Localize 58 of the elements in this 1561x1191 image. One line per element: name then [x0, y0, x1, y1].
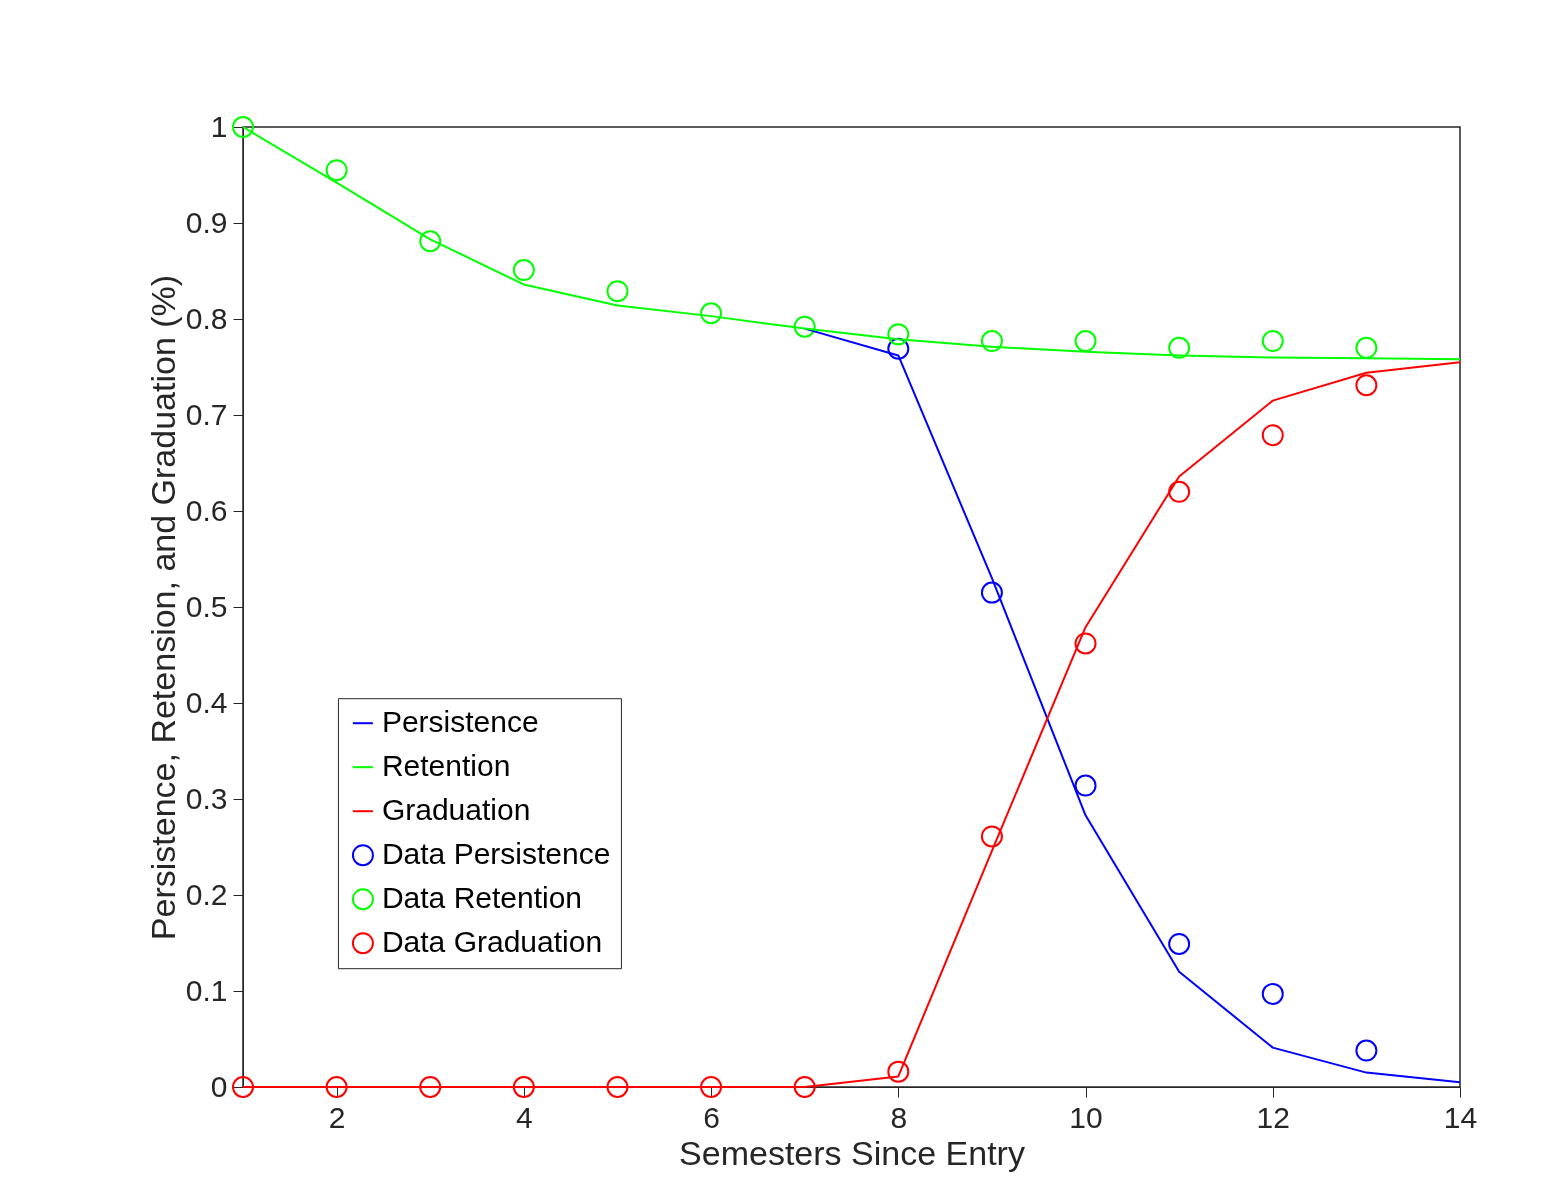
- point: [1074, 632, 1097, 655]
- point: [793, 315, 816, 338]
- point: [1261, 424, 1284, 447]
- point: [887, 323, 910, 346]
- point: [606, 280, 629, 303]
- legend-label: Persistence: [381, 705, 539, 739]
- x-tick-label: 8: [890, 1100, 908, 1134]
- legend-label: Data Persistence: [381, 837, 611, 871]
- y-tick-label: 0.1: [185, 973, 228, 1007]
- point: [980, 581, 1003, 604]
- legend-label: Graduation: [381, 793, 531, 827]
- point: [1355, 336, 1378, 359]
- y-axis-title: Persistence, Retension, and Graduation (%): [143, 274, 182, 941]
- point: [1261, 982, 1284, 1005]
- point: [232, 1076, 254, 1098]
- point: [1074, 774, 1097, 797]
- x-tick-label: 14: [1443, 1100, 1478, 1134]
- point: [606, 1076, 629, 1098]
- point: [793, 1076, 816, 1098]
- point: [232, 116, 254, 138]
- y-tick-label: 1: [210, 109, 228, 143]
- x-tick-label: 10: [1069, 1100, 1103, 1134]
- y-tick-label: 0.2: [185, 877, 228, 911]
- y-tick-label: 0.7: [185, 397, 228, 431]
- point: [1355, 1039, 1378, 1062]
- point: [887, 1060, 910, 1083]
- point: [325, 159, 348, 182]
- x-axis-title: Semesters Since Entry: [679, 1133, 1025, 1172]
- x-tick-label: 2: [328, 1100, 346, 1134]
- point: [980, 825, 1003, 848]
- x-tick-label: 4: [516, 1100, 533, 1134]
- point: [887, 337, 910, 360]
- legend-label: Retention: [381, 749, 511, 783]
- point: [1168, 480, 1191, 503]
- point: [1261, 330, 1284, 353]
- point: [980, 330, 1003, 353]
- legend-label: Data Retention: [381, 881, 583, 915]
- y-tick-label: 0.8: [185, 301, 228, 335]
- point: [419, 1076, 442, 1098]
- point: [1168, 336, 1191, 359]
- x-tick-label: 6: [703, 1100, 720, 1134]
- point: [1355, 374, 1378, 397]
- point: [1074, 330, 1097, 353]
- y-tick-label: 0.3: [185, 781, 228, 815]
- y-tick-label: 0.5: [185, 589, 228, 623]
- point: [700, 302, 723, 325]
- point: [419, 230, 442, 253]
- legend-label: Data Graduation: [381, 925, 603, 959]
- point: [1168, 932, 1191, 955]
- point: [325, 1076, 348, 1098]
- x-tick-label: 12: [1256, 1100, 1290, 1134]
- y-tick-label: 0.9: [185, 205, 228, 239]
- y-tick-label: 0: [210, 1069, 228, 1103]
- point: [512, 1076, 535, 1098]
- point: [700, 1076, 723, 1098]
- y-tick-label: 0.4: [185, 685, 228, 719]
- y-tick-label: 0.6: [185, 493, 228, 527]
- point: [512, 259, 535, 282]
